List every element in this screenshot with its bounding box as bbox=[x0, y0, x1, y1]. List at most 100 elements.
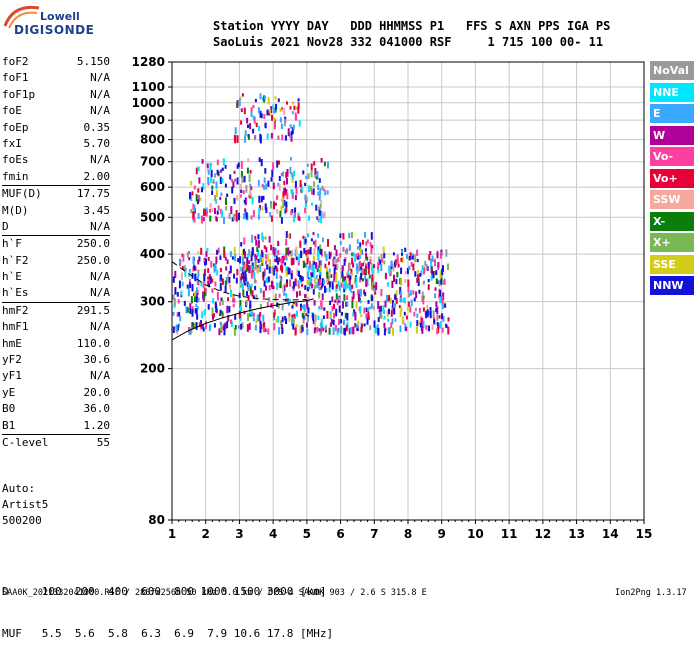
echo-point bbox=[284, 135, 287, 141]
echo-point bbox=[214, 208, 216, 214]
echo-point bbox=[337, 280, 340, 287]
echo-point bbox=[323, 161, 326, 167]
param-value: 1.20 bbox=[83, 418, 111, 432]
echo-point bbox=[382, 246, 385, 254]
echo-point bbox=[213, 323, 216, 328]
echo-point bbox=[290, 210, 293, 216]
echo-point bbox=[295, 251, 298, 255]
echo-point bbox=[279, 275, 282, 279]
echo-point bbox=[199, 197, 202, 201]
echo-point bbox=[428, 310, 431, 316]
echo-point bbox=[299, 275, 302, 280]
echo-point bbox=[435, 278, 438, 285]
echo-point bbox=[364, 231, 366, 238]
param-value: N/A bbox=[90, 286, 110, 300]
echo-point bbox=[322, 315, 325, 319]
echo-point bbox=[240, 276, 243, 281]
echo-point bbox=[354, 281, 357, 285]
echo-point bbox=[282, 255, 285, 261]
echo-point bbox=[226, 321, 229, 329]
echo-point bbox=[363, 289, 366, 295]
param-name: foE bbox=[2, 104, 22, 118]
echo-point bbox=[334, 264, 337, 270]
echo-point bbox=[216, 169, 219, 175]
echo-point bbox=[221, 167, 224, 171]
echo-point bbox=[240, 242, 243, 247]
echo-point bbox=[375, 282, 378, 290]
echo-point bbox=[240, 170, 243, 178]
echo-point bbox=[344, 312, 347, 319]
echo-point bbox=[352, 252, 355, 257]
echo-point bbox=[243, 237, 246, 245]
echo-point bbox=[203, 292, 206, 299]
echo-point bbox=[301, 188, 304, 192]
y-tick-label: 700 bbox=[140, 155, 165, 169]
echo-point bbox=[234, 313, 237, 320]
echo-point bbox=[339, 252, 342, 258]
echo-point bbox=[207, 304, 210, 310]
echo-point bbox=[409, 290, 412, 296]
param-value: N/A bbox=[90, 87, 110, 101]
echo-point bbox=[236, 102, 239, 108]
echo-point bbox=[183, 300, 186, 306]
x-tick-label: 14 bbox=[602, 527, 619, 541]
echo-point bbox=[247, 158, 250, 162]
echo-point bbox=[304, 203, 307, 208]
echo-point bbox=[263, 268, 266, 277]
echo-point bbox=[329, 313, 332, 318]
echo-point bbox=[211, 278, 214, 283]
echo-point bbox=[355, 301, 358, 309]
echo-point bbox=[425, 264, 428, 271]
echo-point bbox=[193, 185, 196, 190]
echo-point bbox=[195, 303, 198, 307]
echo-point bbox=[300, 303, 302, 307]
echo-point bbox=[418, 321, 420, 325]
echo-point bbox=[388, 308, 390, 315]
echo-point bbox=[224, 183, 227, 188]
echo-point bbox=[338, 318, 340, 325]
echo-point bbox=[285, 293, 288, 298]
echo-point bbox=[305, 175, 308, 180]
echo-point bbox=[262, 97, 264, 101]
echo-point bbox=[329, 300, 332, 306]
echo-point bbox=[344, 249, 347, 254]
echo-point bbox=[202, 217, 205, 222]
echo-point bbox=[280, 277, 283, 281]
echo-point bbox=[232, 294, 235, 303]
echo-point bbox=[266, 254, 269, 262]
echo-point bbox=[439, 296, 442, 304]
param-name: h`Es bbox=[2, 286, 29, 300]
echo-point bbox=[290, 257, 293, 266]
echo-point bbox=[354, 254, 357, 263]
echo-point bbox=[319, 328, 322, 336]
echo-point bbox=[203, 269, 206, 276]
echo-point bbox=[396, 257, 399, 264]
echo-point bbox=[211, 307, 214, 315]
echo-point bbox=[190, 209, 193, 214]
echo-point bbox=[434, 293, 437, 299]
param-name: fxI bbox=[2, 136, 22, 150]
echo-point bbox=[441, 327, 444, 333]
echo-point bbox=[281, 107, 283, 111]
echo-point bbox=[231, 179, 234, 183]
echo-point bbox=[280, 320, 283, 326]
echo-point bbox=[312, 266, 315, 275]
echo-point bbox=[361, 324, 363, 328]
param-name: foF1 bbox=[2, 71, 29, 85]
echo-point bbox=[369, 306, 371, 310]
echo-point bbox=[204, 209, 206, 216]
echo-point bbox=[382, 305, 385, 312]
echo-point bbox=[193, 205, 196, 212]
echo-point bbox=[435, 301, 438, 308]
echo-point bbox=[426, 309, 429, 318]
echo-point bbox=[223, 216, 225, 225]
echo-point bbox=[327, 239, 329, 247]
echo-point bbox=[243, 310, 246, 315]
echo-point bbox=[300, 251, 303, 258]
header-line-2: SaoLuis 2021 Nov28 332 041000 RSF 1 715 … bbox=[213, 35, 604, 49]
echo-point bbox=[335, 271, 338, 280]
echo-point bbox=[328, 327, 331, 335]
echo-point bbox=[273, 201, 275, 210]
echo-point bbox=[333, 273, 336, 282]
echo-point bbox=[312, 313, 315, 321]
